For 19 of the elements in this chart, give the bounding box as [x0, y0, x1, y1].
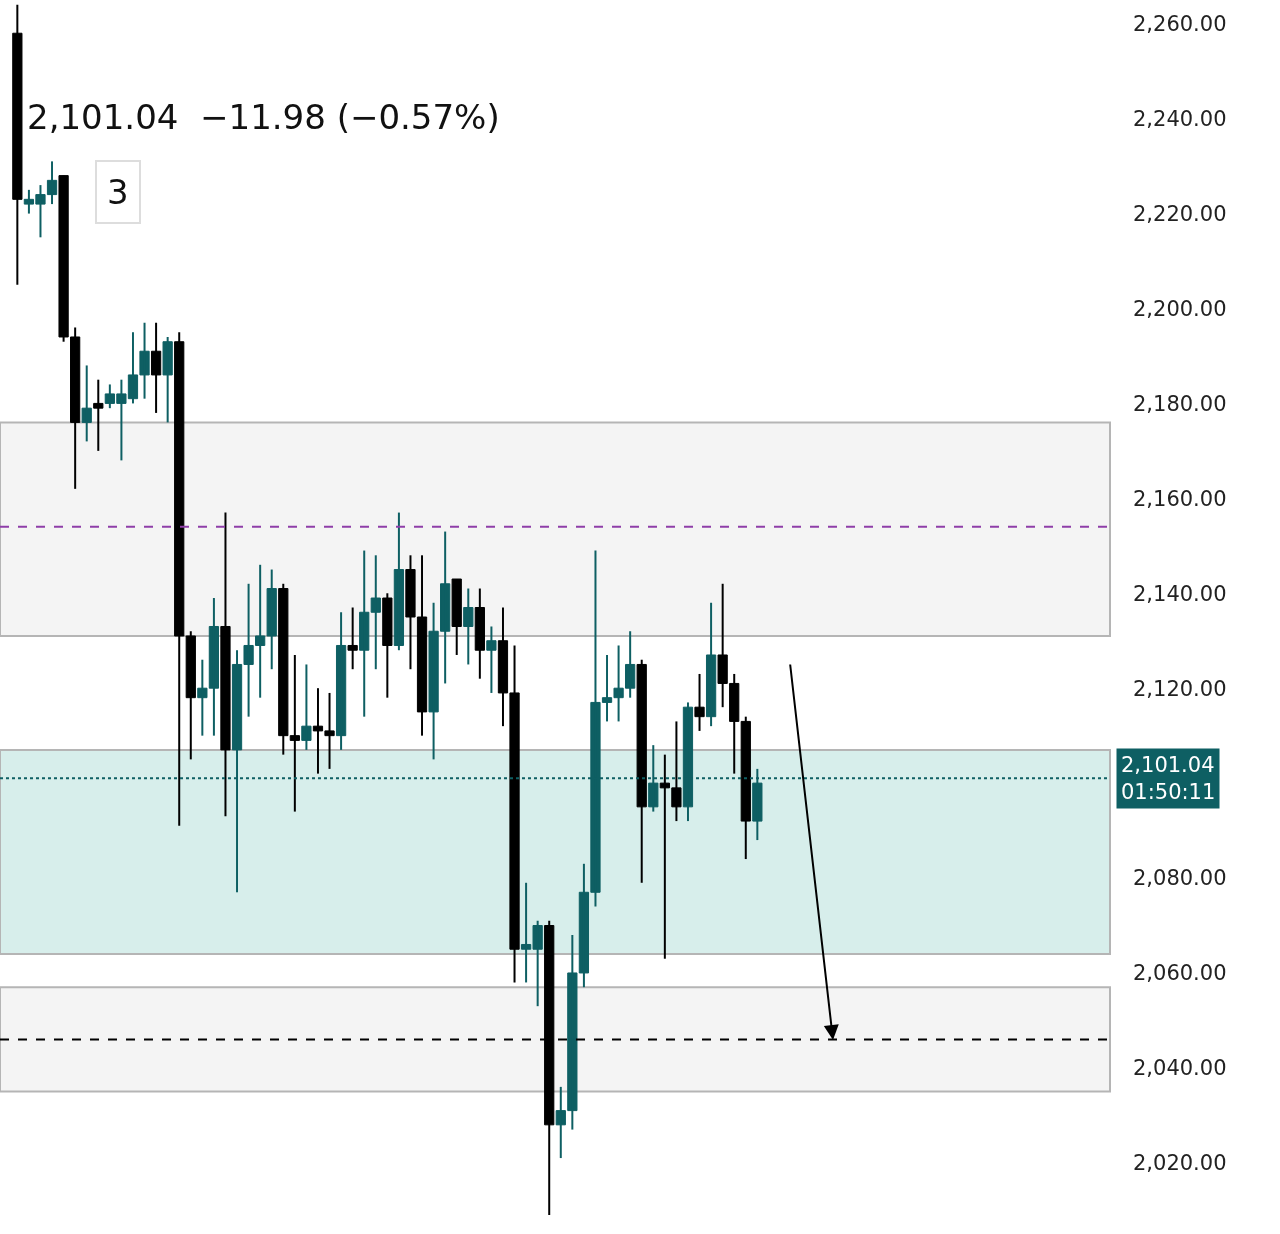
annotation: 3	[107, 172, 129, 212]
annotation: 2,101.04 −11.98 (−0.57%)	[27, 97, 500, 137]
y-tick-label: 2,020.00	[1133, 1151, 1227, 1176]
y-tick-label: 2,040.00	[1133, 1056, 1227, 1081]
y-tick-label: 2,240.00	[1133, 107, 1227, 131]
y-tick-label: 2,140.00	[1133, 581, 1227, 606]
candlestick	[162, 335, 173, 424]
y-tick-label: 2,120.00	[1133, 676, 1227, 701]
y-tick-label: 2,200.00	[1133, 296, 1227, 321]
y-tick-label: 2,260.00	[1133, 12, 1227, 37]
candlestick	[93, 378, 104, 452]
y-tick-label: 2,080.00	[1133, 866, 1227, 891]
y-tick-label: 2,160.00	[1133, 486, 1227, 511]
y-tick-label: 2,220.00	[1133, 201, 1227, 226]
candlestick	[486, 625, 497, 694]
y-tick-label: 2,180.00	[1133, 391, 1227, 416]
ref-line-label: 2,101.04 01:50:11	[1121, 753, 1216, 805]
y-tick-label: 2,060.00	[1133, 961, 1227, 986]
candlestick	[347, 606, 358, 671]
